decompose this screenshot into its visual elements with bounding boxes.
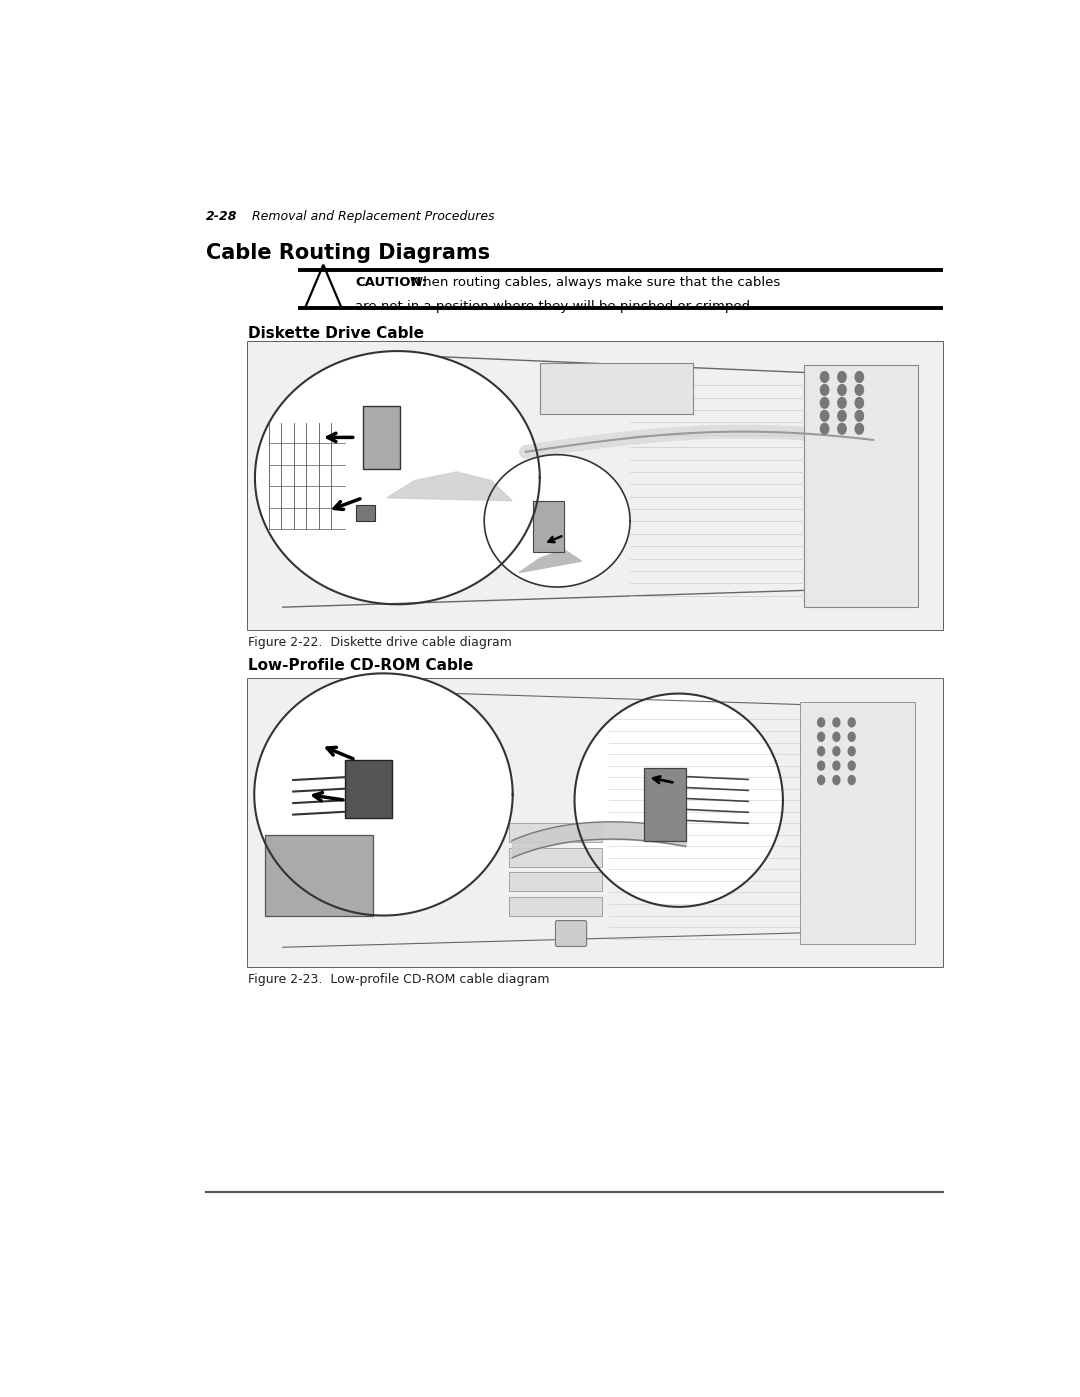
FancyBboxPatch shape [532,500,564,552]
Circle shape [833,775,840,785]
Text: Diskette Drive Cable: Diskette Drive Cable [248,326,424,341]
Circle shape [855,411,864,420]
Circle shape [838,411,846,420]
Text: Removal and Replacement Procedures: Removal and Replacement Procedures [240,210,495,224]
FancyBboxPatch shape [355,506,375,521]
Polygon shape [254,673,513,915]
Circle shape [838,423,846,434]
FancyBboxPatch shape [248,342,943,630]
Circle shape [838,384,846,395]
Circle shape [821,398,828,408]
Circle shape [848,747,855,756]
Polygon shape [387,472,512,500]
Circle shape [848,732,855,742]
Circle shape [821,384,828,395]
Circle shape [855,423,864,434]
FancyBboxPatch shape [800,703,915,944]
Polygon shape [518,549,581,573]
FancyBboxPatch shape [363,405,400,469]
FancyBboxPatch shape [509,848,603,866]
Text: are not in a position where they will be pinched or crimped.: are not in a position where they will be… [355,300,755,313]
Circle shape [833,732,840,742]
Text: Figure 2-22.  Diskette drive cable diagram: Figure 2-22. Diskette drive cable diagra… [248,636,512,650]
Circle shape [855,398,864,408]
Polygon shape [255,351,540,605]
FancyBboxPatch shape [644,768,686,841]
Circle shape [833,747,840,756]
FancyBboxPatch shape [509,897,603,915]
FancyBboxPatch shape [248,679,943,967]
Circle shape [838,372,846,383]
Circle shape [821,423,828,434]
Circle shape [821,411,828,420]
FancyBboxPatch shape [346,760,392,817]
Text: Figure 2-23.  Low-profile CD-ROM cable diagram: Figure 2-23. Low-profile CD-ROM cable di… [248,974,550,986]
Circle shape [818,775,825,785]
Circle shape [818,747,825,756]
Text: CAUTION:: CAUTION: [355,277,427,289]
Circle shape [838,398,846,408]
Circle shape [848,761,855,770]
Circle shape [855,372,864,383]
Polygon shape [484,454,630,587]
FancyBboxPatch shape [555,921,586,947]
Circle shape [818,732,825,742]
Polygon shape [575,693,783,907]
Circle shape [848,718,855,726]
Text: Cable Routing Diagrams: Cable Routing Diagrams [206,243,490,264]
FancyBboxPatch shape [509,872,603,891]
FancyBboxPatch shape [248,679,943,967]
FancyBboxPatch shape [266,835,373,915]
Text: 2-28: 2-28 [206,210,238,224]
Circle shape [821,372,828,383]
Circle shape [818,761,825,770]
Text: Low-Profile CD-ROM Cable: Low-Profile CD-ROM Cable [248,658,473,672]
Circle shape [818,718,825,726]
FancyBboxPatch shape [248,342,943,630]
Circle shape [855,384,864,395]
FancyBboxPatch shape [509,823,603,842]
Circle shape [848,775,855,785]
FancyBboxPatch shape [540,363,692,415]
Circle shape [833,761,840,770]
Circle shape [833,718,840,726]
Text: When routing cables, always make sure that the cables: When routing cables, always make sure th… [410,277,781,289]
FancyBboxPatch shape [804,366,918,608]
